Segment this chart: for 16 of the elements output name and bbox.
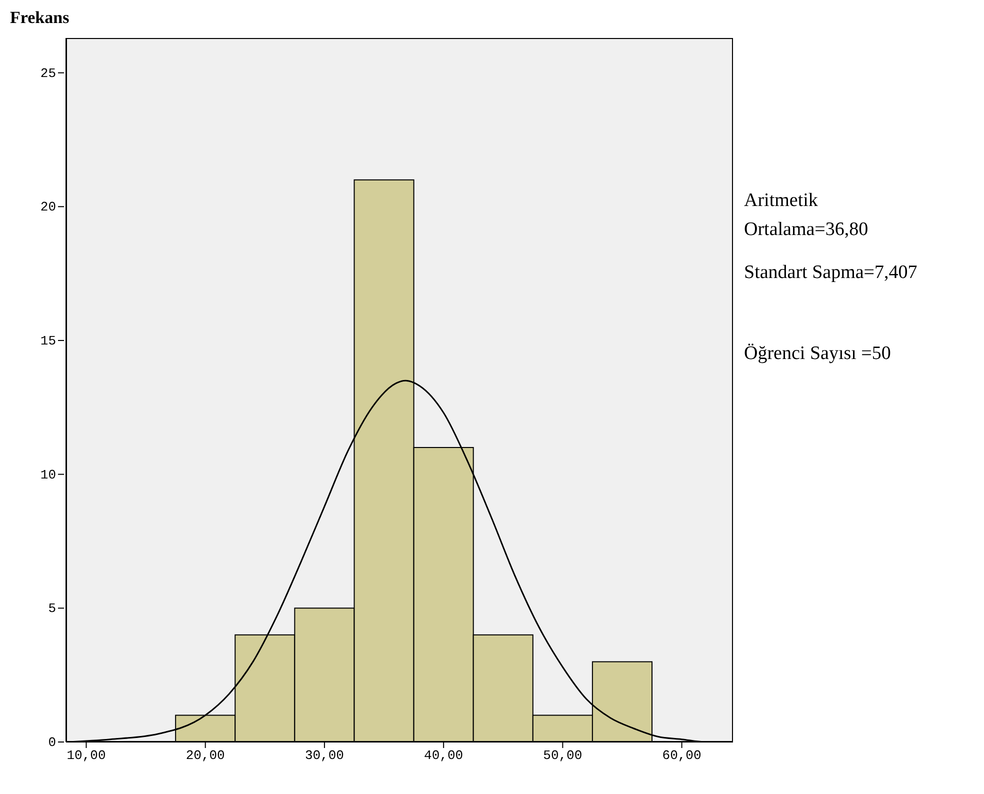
y-tick-label: 20 <box>40 200 56 215</box>
x-tick-label: 10,00 <box>66 748 106 764</box>
text: Öğrenci Sayısı =50 <box>744 342 892 366</box>
y-tick-label: 0 <box>48 735 56 750</box>
y-tick-label: 5 <box>48 601 56 616</box>
y-tick-label: 25 <box>40 66 56 81</box>
text: Aritmetik Ortalama=36,80 <box>744 189 870 242</box>
y-axis-title: Frekans <box>10 8 70 28</box>
text: Standart Sapma=7,407 <box>744 261 918 285</box>
x-tick-label: 50,00 <box>543 748 582 764</box>
y-tick-label: 15 <box>40 333 56 348</box>
x-tick-label: 30,00 <box>304 748 344 764</box>
y-tick-label: 10 <box>40 467 56 482</box>
x-tick-label: 60,00 <box>662 748 702 764</box>
x-tick-label: 20,00 <box>186 748 225 764</box>
x-tick-label: 40,00 <box>424 748 464 764</box>
